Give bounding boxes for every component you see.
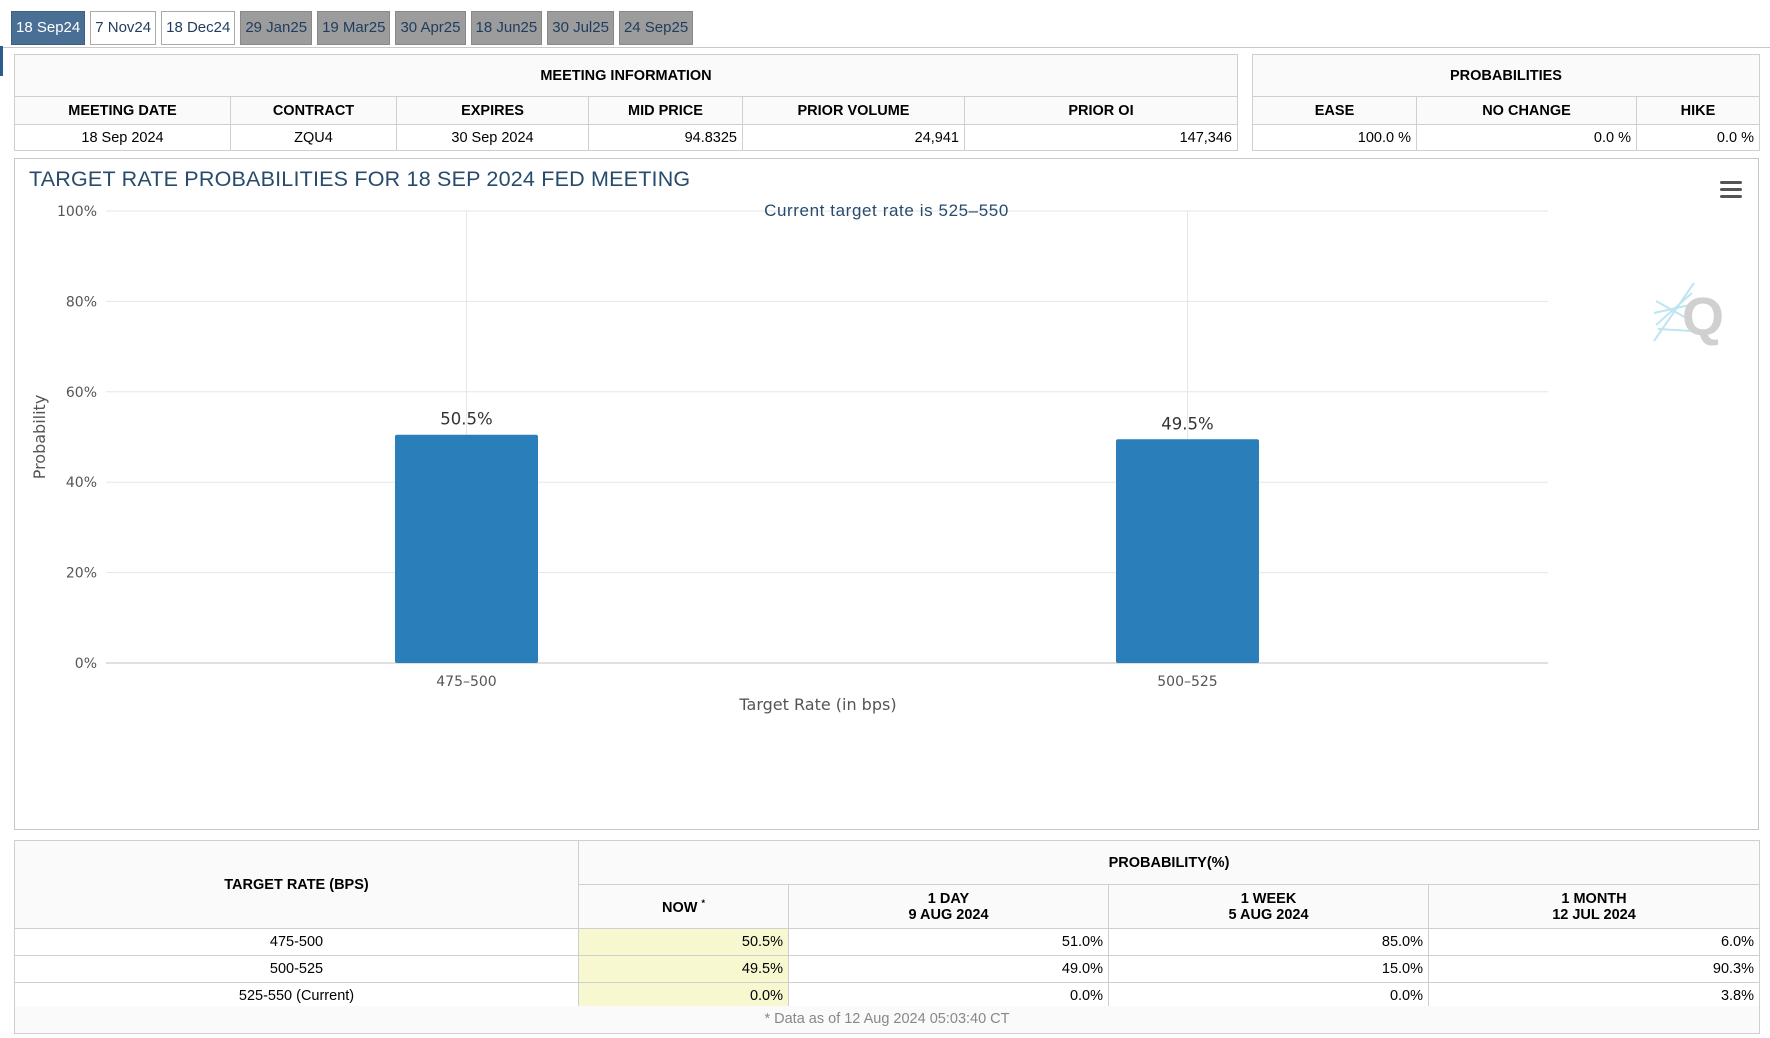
rate-cell: 500-525	[14, 955, 579, 983]
month-cell: 3.8%	[1428, 982, 1760, 1010]
x-tick-label: 475–500	[436, 674, 496, 690]
day-cell: 49.0%	[788, 955, 1109, 983]
col-no-change: NO CHANGE	[1416, 96, 1637, 125]
col-expires: EXPIRES	[396, 96, 589, 125]
q-logo-icon: Q	[1653, 282, 1724, 347]
tab-18-dec24[interactable]: 18 Dec24	[161, 11, 236, 45]
y-axis-title: Probability	[30, 395, 49, 480]
month-cell: 90.3%	[1428, 955, 1760, 983]
col-target-rate: TARGET RATE (BPS)	[14, 840, 579, 929]
col-ease: EASE	[1252, 96, 1417, 125]
now-cell: 50.5%	[578, 928, 789, 956]
col-1-week: 1 WEEK 5 AUG 2024	[1108, 884, 1429, 929]
now-cell: 49.5%	[578, 955, 789, 983]
prior-oi-value: 147,346	[964, 124, 1238, 151]
tab-24-sep25[interactable]: 24 Sep25	[618, 11, 694, 45]
tab-30-apr25[interactable]: 30 Apr25	[395, 11, 466, 45]
col-1-day: 1 DAY 9 AUG 2024	[788, 884, 1109, 929]
contract-value: ZQU4	[230, 124, 397, 151]
bar-500–525	[1116, 439, 1259, 663]
svg-text:Q: Q	[1682, 287, 1724, 347]
data-label: 49.5%	[1161, 414, 1213, 433]
probabilities-table: PROBABILITIES EASE NO CHANGE HIKE 100.0 …	[1252, 54, 1760, 151]
bar-475–500	[395, 434, 538, 663]
col-mid-price: MID PRICE	[588, 96, 743, 125]
probabilities-title: PROBABILITIES	[1252, 54, 1760, 97]
tab-19-mar25[interactable]: 19 Mar25	[317, 11, 391, 45]
col-now: NOW *	[578, 884, 789, 929]
tab-18-jun25[interactable]: 18 Jun25	[470, 11, 543, 45]
y-tick-label: 40%	[66, 475, 97, 491]
data-timestamp-footnote: * Data as of 12 Aug 2024 05:03:40 CT	[14, 1006, 1760, 1034]
mid-price-value: 94.8325	[588, 124, 743, 151]
tab-29-jan25[interactable]: 29 Jan25	[240, 11, 313, 45]
col-hike: HIKE	[1636, 96, 1760, 125]
y-tick-label: 100%	[57, 204, 97, 220]
week-cell: 15.0%	[1108, 955, 1429, 983]
meeting-tabs: 18 Sep24 7 Nov24 18 Dec24 29 Jan25 19 Mar25 3…	[0, 0, 1770, 48]
prior-volume-value: 24,941	[742, 124, 965, 151]
tab-18-sep24[interactable]: 18 Sep24	[11, 11, 86, 45]
chart-canvas: 0% 20% 40% 60% 80% 100% 50.5% 475–500 49.5% 500–5…	[30, 204, 1548, 714]
y-tick-label: 60%	[66, 385, 97, 401]
meeting-information-title: MEETING INFORMATION	[14, 54, 1238, 97]
tab-30-jul25[interactable]: 30 Jul25	[547, 11, 614, 45]
target-rate-chart: 0% 20% 40% 60% 80% 100% 50.5% 475–500 49.5% 500–5…	[14, 158, 1759, 830]
x-axis-title: Target Rate (in bps)	[738, 695, 896, 714]
rate-cell: 525-550 (Current)	[14, 982, 579, 1010]
meeting-date-value: 18 Sep 2024	[14, 124, 231, 151]
x-tick-label: 500–525	[1157, 674, 1217, 690]
table-row: 500-525 49.5% 49.0% 15.0% 90.3%	[14, 955, 1760, 983]
meeting-information-table: MEETING INFORMATION MEETING DATE CONTRAC…	[14, 54, 1238, 151]
y-tick-label: 20%	[66, 566, 97, 582]
no-change-value: 0.0 %	[1416, 124, 1637, 151]
hamburger-menu-icon[interactable]	[1720, 181, 1742, 201]
chart-title: TARGET RATE PROBABILITIES FOR 18 SEP 202…	[29, 167, 691, 191]
table-row: 475-500 50.5% 51.0% 85.0% 6.0%	[14, 928, 1760, 956]
col-meeting-date: MEETING DATE	[14, 96, 231, 125]
tab-7-nov24[interactable]: 7 Nov24	[90, 11, 157, 45]
week-cell: 0.0%	[1108, 982, 1429, 1010]
y-tick-label: 80%	[66, 294, 97, 310]
target-rate-probability-table: TARGET RATE (BPS) PROBABILITY(%) NOW * 1…	[14, 840, 1760, 1010]
ease-value: 100.0 %	[1252, 124, 1417, 151]
table-row: 525-550 (Current) 0.0% 0.0% 0.0% 3.8%	[14, 982, 1760, 1010]
data-label: 50.5%	[440, 410, 492, 429]
col-probability: PROBABILITY(%)	[578, 840, 1760, 885]
chart-subtitle: Current target rate is 525–550	[764, 201, 1009, 220]
left-edge-marker	[0, 46, 3, 76]
expires-value: 30 Sep 2024	[396, 124, 589, 151]
col-contract: CONTRACT	[230, 96, 397, 125]
rate-cell: 475-500	[14, 928, 579, 956]
week-cell: 85.0%	[1108, 928, 1429, 956]
y-tick-label: 0%	[75, 656, 97, 672]
hike-value: 0.0 %	[1636, 124, 1760, 151]
col-1-month: 1 MONTH 12 JUL 2024	[1428, 884, 1760, 929]
day-cell: 51.0%	[788, 928, 1109, 956]
col-prior-oi: PRIOR OI	[964, 96, 1238, 125]
month-cell: 6.0%	[1428, 928, 1760, 956]
col-prior-volume: PRIOR VOLUME	[742, 96, 965, 125]
